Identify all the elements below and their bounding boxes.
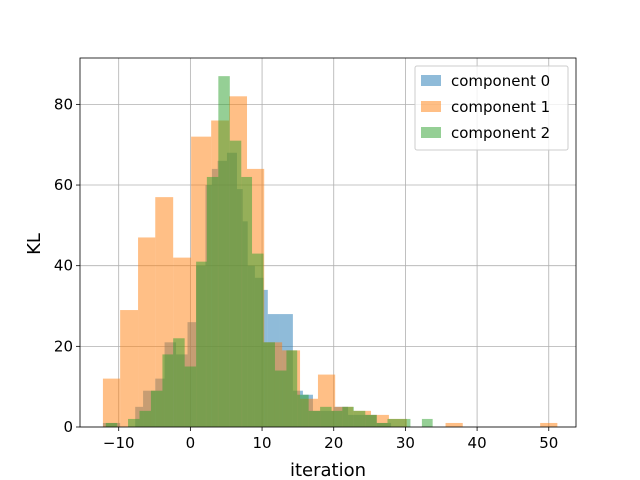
histogram-bar xyxy=(331,410,343,427)
histogram-bar xyxy=(365,414,377,427)
y-tick-label: 0 xyxy=(63,418,73,436)
histogram-bar xyxy=(206,176,219,427)
histogram-bar xyxy=(138,237,156,427)
histogram-bar xyxy=(286,350,298,427)
histogram-bar xyxy=(252,253,264,427)
histogram-bar xyxy=(263,342,275,427)
x-axis-label: iteration xyxy=(290,460,366,480)
legend-label: component 1 xyxy=(451,98,550,116)
x-tick-label: 10 xyxy=(253,434,272,452)
histogram-bar xyxy=(196,261,207,427)
y-tick-label: 80 xyxy=(54,95,73,113)
legend-swatch xyxy=(421,127,441,138)
histogram-bar xyxy=(387,418,399,427)
series-2-bars xyxy=(105,76,433,428)
histogram-bar xyxy=(376,422,388,427)
plot-frame xyxy=(79,57,577,428)
histogram-bar xyxy=(540,422,558,427)
histogram-bar xyxy=(184,366,197,427)
histogram-bar xyxy=(102,378,121,427)
x-tick-label: 20 xyxy=(324,434,343,452)
histogram-bar xyxy=(421,418,433,427)
histogram-bar xyxy=(445,422,463,427)
histogram-bar xyxy=(128,418,140,427)
histogram-bar xyxy=(120,310,139,427)
histogram-bar xyxy=(297,394,309,427)
histogram-bar xyxy=(229,140,242,428)
histogram-bar xyxy=(320,406,332,427)
legend-swatch xyxy=(421,101,441,112)
histogram-bar xyxy=(241,176,253,427)
histogram-bar xyxy=(218,76,230,428)
legend-label: component 2 xyxy=(451,124,550,142)
x-tick-label: 50 xyxy=(539,434,558,452)
histogram-bar xyxy=(139,410,151,427)
histogram-bar xyxy=(308,410,321,427)
legend-swatch xyxy=(421,75,441,86)
histogram-bar xyxy=(353,410,366,427)
histogram-bars xyxy=(102,76,558,428)
y-tick-label: 60 xyxy=(54,176,73,194)
y-tick-label: 20 xyxy=(54,337,73,355)
x-tick-label: 30 xyxy=(396,434,415,452)
legend-label: component 0 xyxy=(451,72,550,90)
legend: component 0 component 1 component 2 xyxy=(414,65,569,151)
histogram-bar xyxy=(162,354,174,427)
histogram-bar xyxy=(105,422,118,427)
axis-ticks: −10 0 10 20 30 40 50 0 20 40 60 80 xyxy=(54,95,558,452)
histogram-bar xyxy=(173,338,185,427)
histogram-bar xyxy=(342,406,354,427)
x-tick-label: −10 xyxy=(103,434,135,452)
histogram-bar xyxy=(398,418,411,427)
x-tick-label: 40 xyxy=(468,434,487,452)
y-tick-label: 40 xyxy=(54,257,73,275)
histogram-bar xyxy=(150,390,163,427)
x-tick-label: 0 xyxy=(186,434,196,452)
y-axis-label: KL xyxy=(24,233,45,255)
legend-box xyxy=(414,65,569,151)
histogram-bar xyxy=(274,370,287,427)
